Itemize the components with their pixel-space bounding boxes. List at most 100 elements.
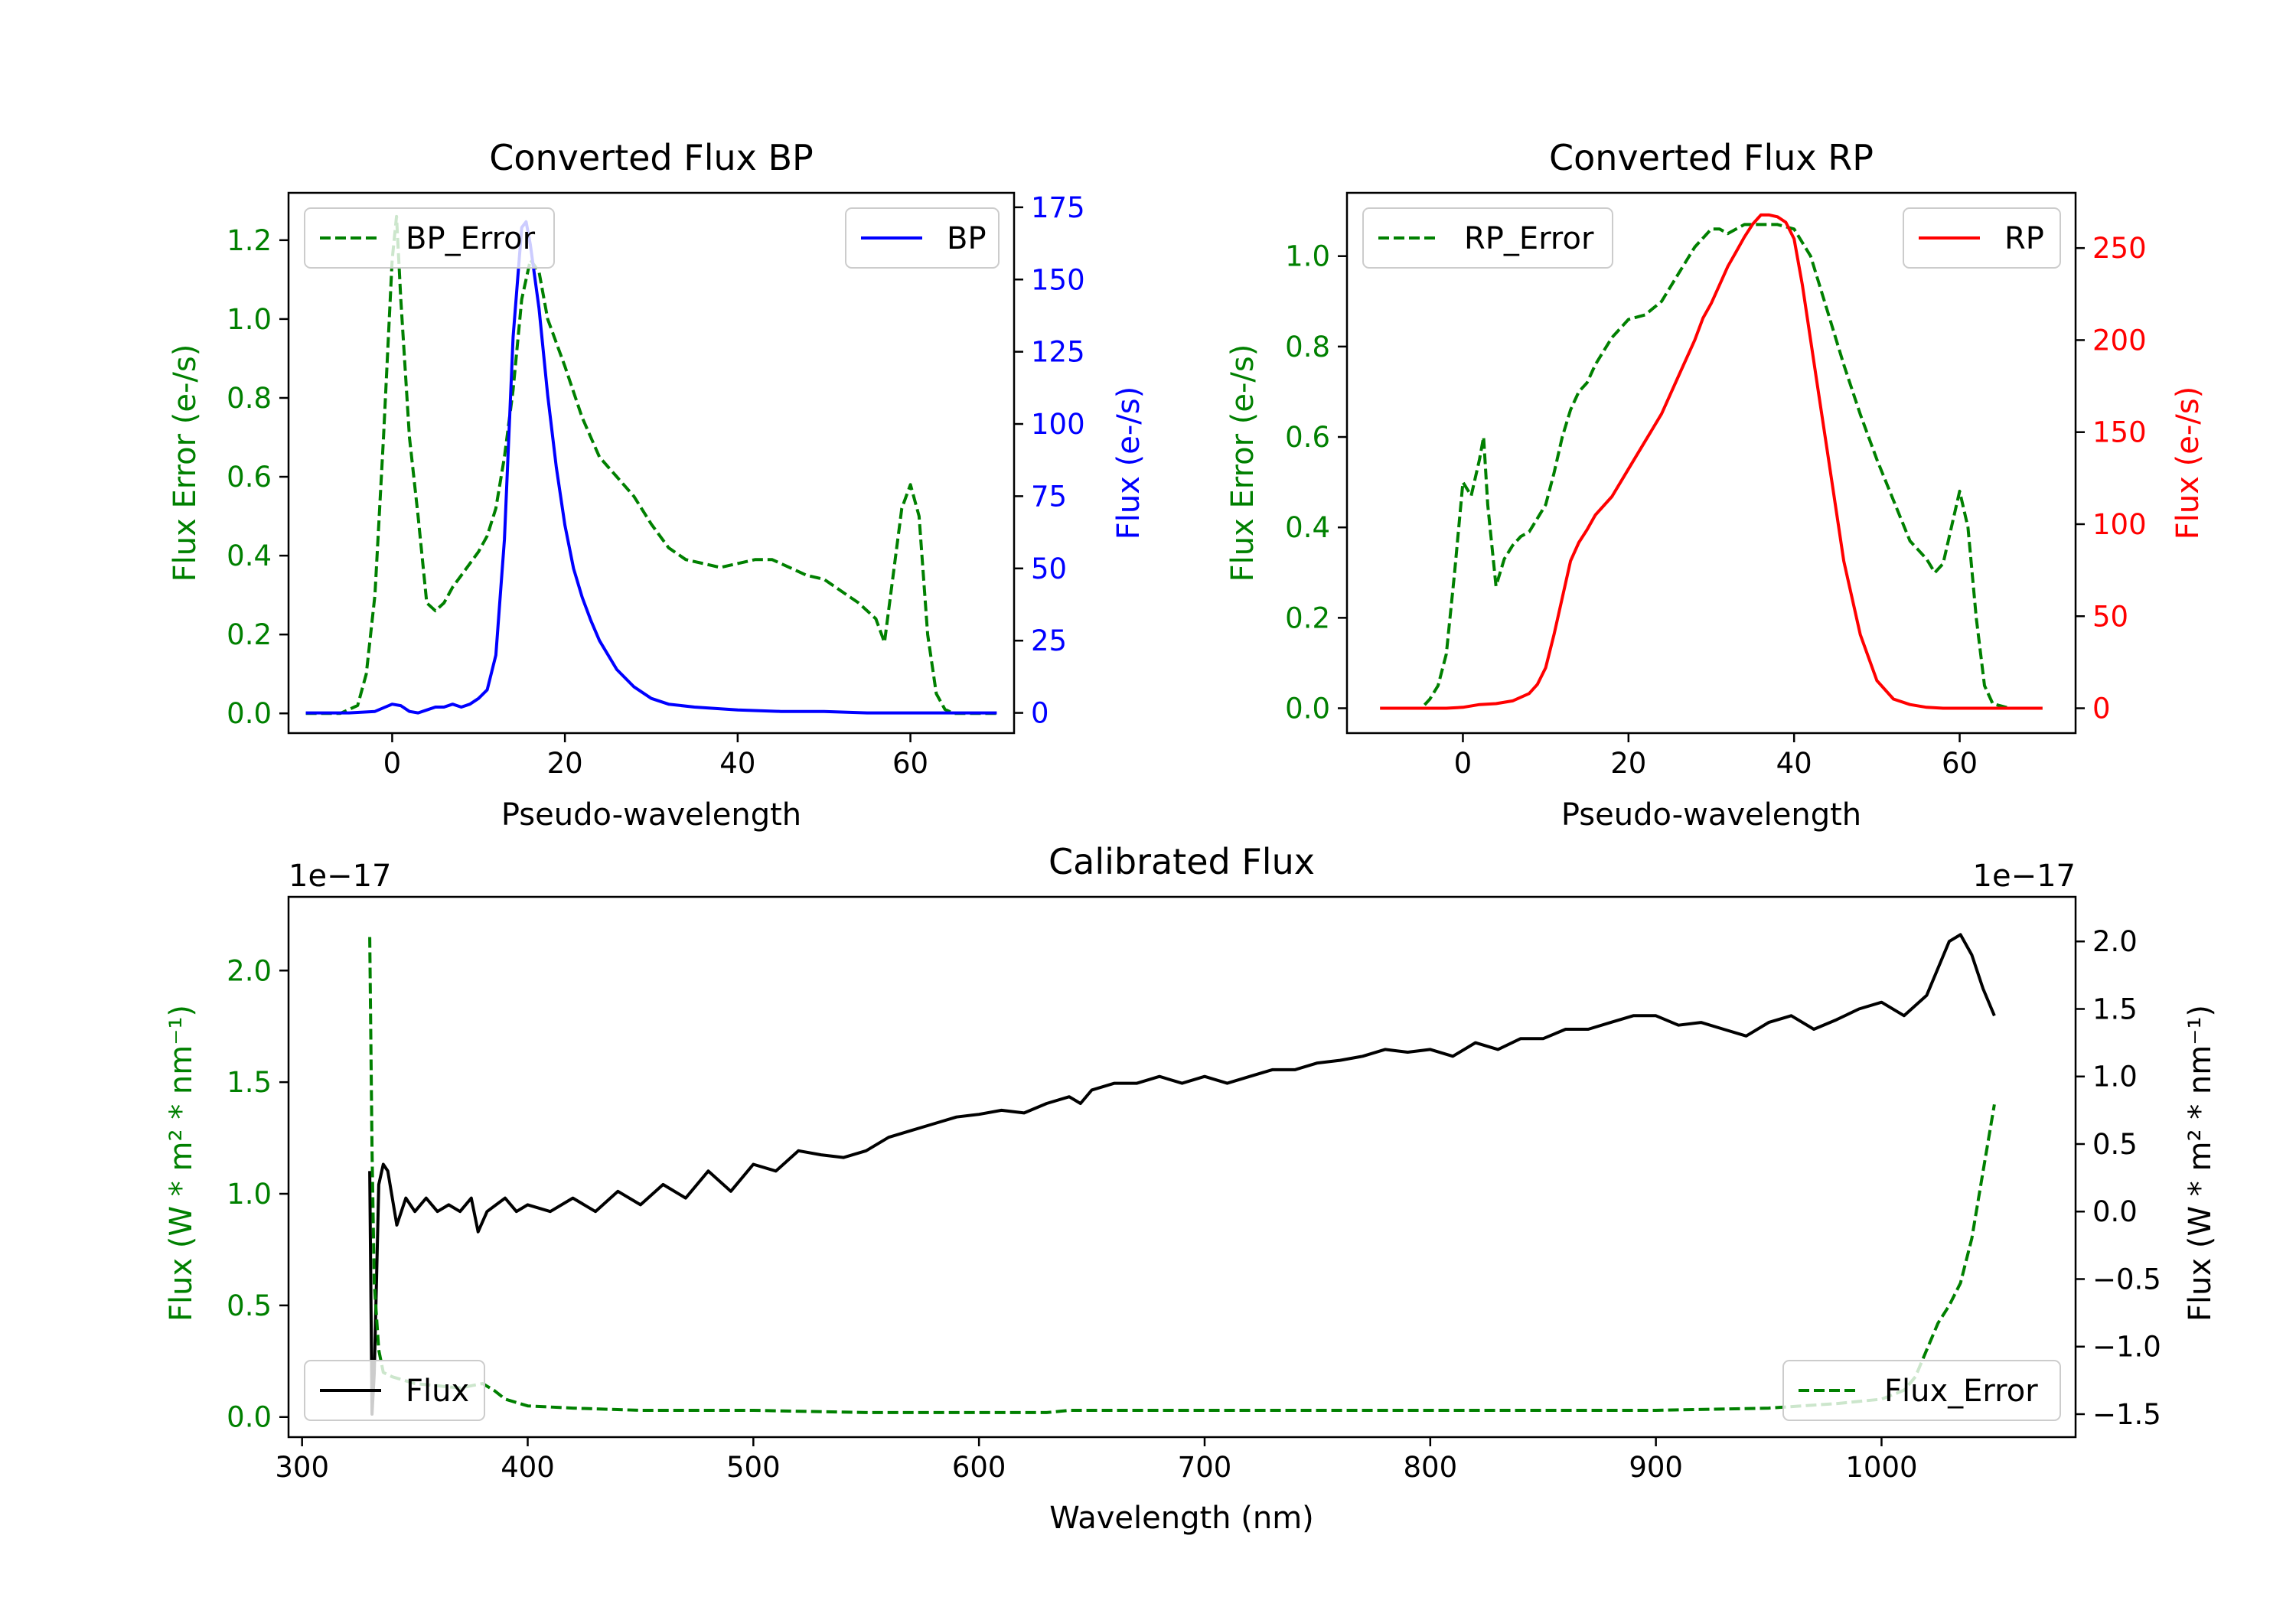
rp-x-tick-label: 20 xyxy=(1610,747,1646,780)
cal-left-tick-label: 1.0 xyxy=(227,1178,272,1211)
cal-title: Calibrated Flux xyxy=(1049,841,1315,882)
rp-x-tick-label: 0 xyxy=(1454,747,1473,780)
cal-left-ylabel: Flux (W * m² * nm⁻¹) xyxy=(164,1005,199,1322)
cal-plot-frame xyxy=(287,895,2077,1439)
bp-legend-error-label: BP_Error xyxy=(406,221,536,256)
rp-left-tick-label: 0.2 xyxy=(1285,601,1330,634)
rp-series-rp-error xyxy=(1380,223,2043,710)
bp-right-tick-label: 75 xyxy=(1031,480,1067,513)
rp-x-ticks: 0 20 40 60 xyxy=(1454,733,1978,780)
rp-right-tick-label: 200 xyxy=(2092,324,2147,357)
rp-right-tick-label: 100 xyxy=(2092,508,2147,541)
bp-x-tick-label: 20 xyxy=(547,747,583,780)
rp-legend-flux-label: RP xyxy=(2004,221,2044,256)
bp-left-tick-label: 0.2 xyxy=(227,618,272,651)
bp-left-tick-label: 0.0 xyxy=(227,697,272,730)
rp-right-tick-label: 0 xyxy=(2092,693,2111,725)
bp-legend-flux-label: BP xyxy=(947,221,987,256)
cal-x-tick-label: 300 xyxy=(275,1451,329,1484)
rp-left-tick-label: 0.4 xyxy=(1285,511,1330,544)
rp-left-tick-label: 0.8 xyxy=(1285,331,1330,363)
bp-panel: Converted Flux BP Pseudo-wavelength Flux… xyxy=(168,137,1146,833)
bp-legend-flux: BP xyxy=(845,207,1000,269)
rp-legend-flux: RP xyxy=(1903,207,2061,269)
cal-right-tick-label: 0.0 xyxy=(2092,1195,2138,1228)
cal-left-tick-label: 0.5 xyxy=(227,1289,272,1322)
bp-x-ticks: 0 20 40 60 xyxy=(383,733,928,780)
bp-right-ticks: 0 25 50 75 100 125 150 175 xyxy=(1014,191,1085,730)
bp-left-ticks: 0.0 0.2 0.4 0.6 0.8 1.0 1.2 xyxy=(227,224,289,730)
rp-right-tick-label: 150 xyxy=(2092,416,2147,449)
cal-right-tick-label: 0.5 xyxy=(2092,1128,2138,1161)
cal-legend-flux-label: Flux xyxy=(406,1374,469,1409)
rp-left-tick-label: 1.0 xyxy=(1285,240,1330,273)
cal-legend-error: Flux_Error xyxy=(1782,1360,2061,1421)
bp-x-tick-label: 40 xyxy=(719,747,755,780)
rp-left-ylabel: Flux Error (e-/s) xyxy=(1225,344,1261,582)
cal-x-tick-label: 400 xyxy=(501,1451,555,1484)
rp-right-ylabel: Flux (e-/s) xyxy=(2170,386,2206,539)
cal-legend-error-label: Flux_Error xyxy=(1884,1374,2038,1409)
rp-right-ticks: 0 50 100 150 200 250 xyxy=(2076,232,2147,725)
bp-left-tick-label: 0.6 xyxy=(227,461,272,494)
cal-right-offset: 1e−17 xyxy=(1973,859,2076,894)
rp-right-tick-label: 250 xyxy=(2092,232,2147,265)
bp-left-tick-label: 1.2 xyxy=(227,224,272,257)
cal-right-tick-label: 1.0 xyxy=(2092,1061,2138,1094)
rp-legend-error: RP_Error xyxy=(1362,207,1613,269)
bp-right-tick-label: 0 xyxy=(1031,697,1049,730)
bp-title: Converted Flux BP xyxy=(489,137,814,178)
cal-x-tick-label: 700 xyxy=(1178,1451,1232,1484)
cal-right-tick-label: −0.5 xyxy=(2092,1263,2161,1296)
rp-legend-error-label: RP_Error xyxy=(1464,221,1594,256)
cal-x-ticks: 300 400 500 600 700 800 900 1000 xyxy=(275,1437,1918,1484)
cal-left-tick-label: 0.0 xyxy=(227,1401,272,1434)
cal-xlabel: Wavelength (nm) xyxy=(1049,1501,1314,1536)
cal-x-tick-label: 900 xyxy=(1629,1451,1683,1484)
bp-right-tick-label: 100 xyxy=(1031,408,1085,441)
rp-left-tick-label: 0.0 xyxy=(1285,693,1330,725)
cal-left-tick-label: 2.0 xyxy=(227,954,272,987)
cal-legend-flux: Flux xyxy=(304,1360,485,1421)
cal-left-tick-label: 1.5 xyxy=(227,1066,272,1099)
bp-right-tick-label: 125 xyxy=(1031,336,1085,369)
rp-xlabel: Pseudo-wavelength xyxy=(1561,797,1861,833)
cal-right-tick-label: 2.0 xyxy=(2092,925,2138,958)
cal-x-tick-label: 500 xyxy=(726,1451,781,1484)
bp-plot-frame xyxy=(287,191,1016,735)
rp-left-ticks: 0.0 0.2 0.4 0.6 0.8 1.0 xyxy=(1285,240,1347,725)
bp-right-tick-label: 150 xyxy=(1031,263,1085,296)
bp-legend-error: BP_Error xyxy=(304,207,555,269)
cal-right-tick-label: 1.5 xyxy=(2092,993,2138,1025)
rp-panel: Converted Flux RP Pseudo-wavelength Flux… xyxy=(1225,137,2206,833)
bp-right-ylabel: Flux (e-/s) xyxy=(1111,386,1146,539)
cal-left-ticks: 0.0 0.5 1.0 1.5 2.0 xyxy=(227,954,289,1434)
cal-right-ticks: −1.5 −1.0 −0.5 0.0 0.5 1.0 1.5 2.0 xyxy=(2076,925,2161,1431)
bp-series-bp-error xyxy=(305,214,997,715)
bp-right-tick-label: 175 xyxy=(1031,191,1085,224)
bp-xlabel: Pseudo-wavelength xyxy=(501,797,801,833)
calibrated-panel: Calibrated Flux 1e−17 1e−17 Wavelength (… xyxy=(164,841,2218,1536)
rp-title: Converted Flux RP xyxy=(1549,137,1874,178)
rp-right-tick-label: 50 xyxy=(2092,600,2128,633)
cal-x-tick-label: 1000 xyxy=(1845,1451,1917,1484)
bp-left-ylabel: Flux Error (e-/s) xyxy=(168,344,203,582)
rp-lines xyxy=(1380,213,2043,710)
cal-right-ylabel: Flux (W * m² * nm⁻¹) xyxy=(2183,1005,2218,1322)
bp-x-tick-label: 0 xyxy=(383,747,402,780)
cal-right-tick-label: −1.5 xyxy=(2092,1398,2161,1431)
cal-left-offset: 1e−17 xyxy=(289,859,391,894)
bp-left-tick-label: 1.0 xyxy=(227,303,272,336)
rp-series-rp xyxy=(1380,213,2043,710)
cal-right-tick-label: −1.0 xyxy=(2092,1331,2161,1364)
cal-x-tick-label: 600 xyxy=(952,1451,1006,1484)
cal-x-tick-label: 800 xyxy=(1403,1451,1457,1484)
bp-x-tick-label: 60 xyxy=(892,747,928,780)
bp-right-tick-label: 50 xyxy=(1031,553,1067,585)
bp-left-tick-label: 0.8 xyxy=(227,382,272,415)
bp-right-tick-label: 25 xyxy=(1031,624,1067,657)
bp-left-tick-label: 0.4 xyxy=(227,539,272,572)
rp-x-tick-label: 60 xyxy=(1942,747,1978,780)
rp-plot-frame xyxy=(1345,191,2077,735)
